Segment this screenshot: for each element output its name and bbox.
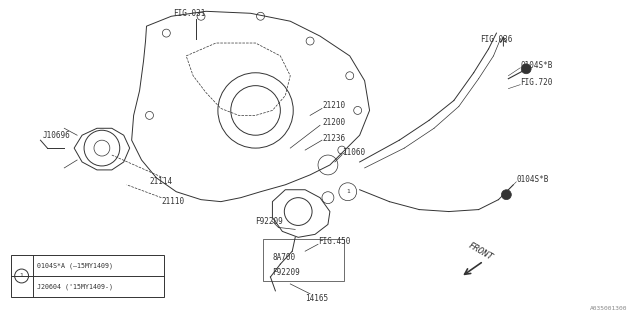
Text: 0104S*B: 0104S*B <box>520 61 552 70</box>
Text: 1: 1 <box>20 274 24 278</box>
Text: 1: 1 <box>346 189 349 194</box>
Text: FIG.450: FIG.450 <box>318 237 350 246</box>
Text: 21236: 21236 <box>322 134 345 143</box>
Circle shape <box>521 64 531 74</box>
Text: 21110: 21110 <box>161 197 184 206</box>
Text: FIG.031: FIG.031 <box>173 9 205 18</box>
Text: J20604 ('15MY1409-): J20604 ('15MY1409-) <box>38 283 113 290</box>
Text: 21114: 21114 <box>150 177 173 186</box>
Text: FIG.720: FIG.720 <box>520 78 552 87</box>
Text: 0104S*A (—15MY1409): 0104S*A (—15MY1409) <box>38 262 113 269</box>
Text: FIG.036: FIG.036 <box>481 35 513 44</box>
Text: 21200: 21200 <box>322 118 345 127</box>
Text: F92209: F92209 <box>255 217 284 226</box>
Text: 0104S*B: 0104S*B <box>516 175 548 184</box>
Circle shape <box>501 190 511 200</box>
Text: A035001300: A035001300 <box>590 306 627 311</box>
Text: 21210: 21210 <box>322 101 345 110</box>
Text: 11060: 11060 <box>342 148 365 156</box>
Text: F92209: F92209 <box>273 268 300 276</box>
Text: 14165: 14165 <box>305 294 328 303</box>
Text: 8A700: 8A700 <box>273 253 296 262</box>
Text: FRONT: FRONT <box>467 241 495 262</box>
Text: J10696: J10696 <box>42 131 70 140</box>
